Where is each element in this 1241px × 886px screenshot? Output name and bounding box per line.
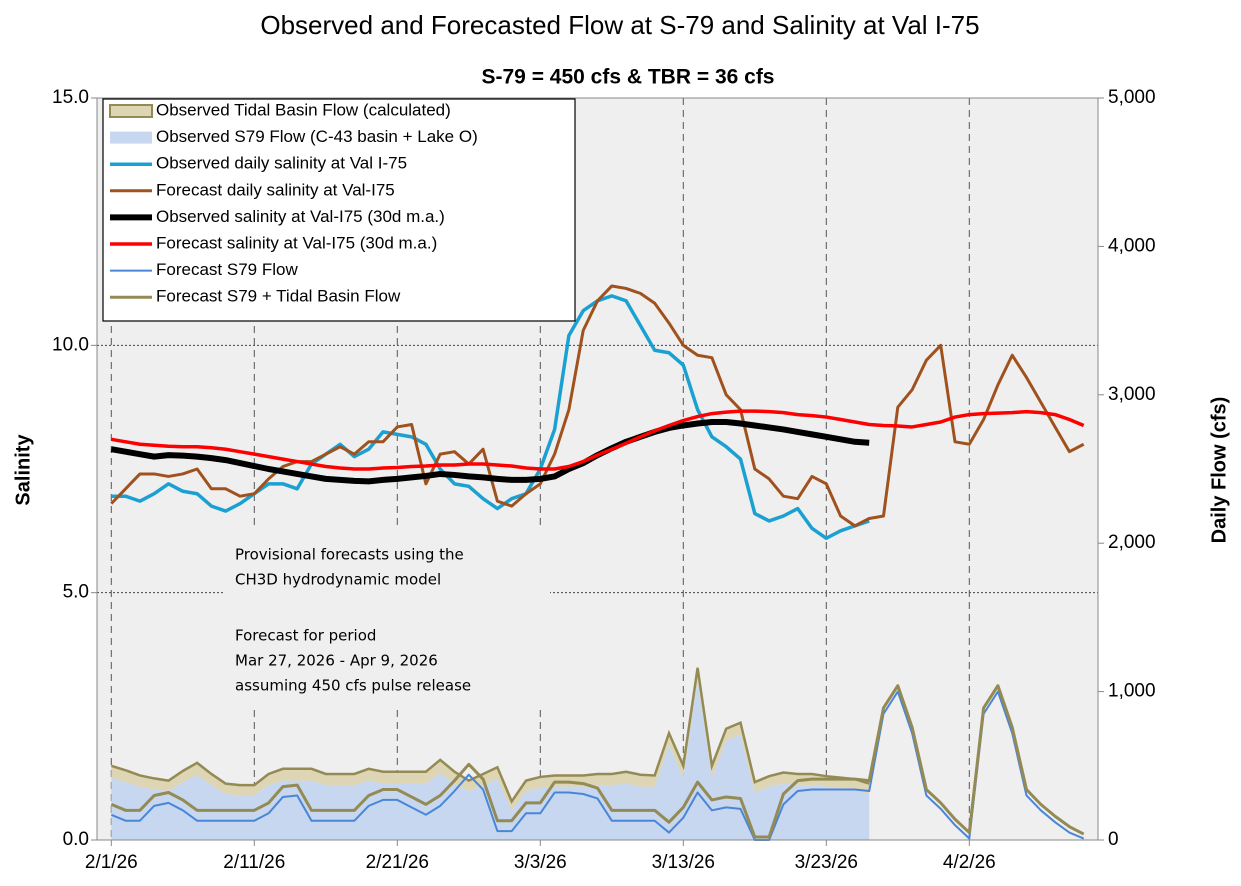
- y-axis-label: Salinity: [12, 434, 34, 506]
- y-tick-label: 15.0: [52, 87, 89, 108]
- chart-subtitle: S-79 = 450 cfs & TBR = 36 cfs: [482, 66, 775, 89]
- y2-tick-label: 0: [1108, 829, 1119, 850]
- y-tick-label: 10.0: [52, 334, 89, 355]
- y-tick-label: 5.0: [63, 582, 89, 603]
- annotation: CH3D hydrodynamic model: [235, 571, 441, 589]
- legend-swatch: [109, 104, 153, 118]
- area-edge: [110, 667, 870, 805]
- line: [111, 409, 1085, 471]
- legend-label: Observed S79 Flow (C-43 basin + Lake O): [156, 127, 478, 146]
- y2-tick-label: 4,000: [1108, 235, 1156, 256]
- legend-box: [102, 98, 576, 322]
- annotation-box: [225, 527, 550, 707]
- annotation: Provisional forecasts using the: [235, 546, 464, 564]
- legend-label: Observed daily salinity at Val I-75: [156, 154, 407, 173]
- area: [111, 667, 870, 811]
- legend-label: Forecast daily salinity at Val-I75: [156, 180, 395, 199]
- line: [110, 284, 1085, 528]
- chart-title: Observed and Forecasted Flow at S-79 and…: [260, 10, 979, 40]
- legend-swatch: [110, 131, 152, 144]
- y2-tick-label: 5,000: [1108, 87, 1156, 108]
- x-tick-label: 3/23/26: [795, 852, 858, 873]
- annotation: Forecast for period: [235, 627, 376, 645]
- line: [111, 294, 870, 541]
- y-tick-label: 0.0: [63, 829, 89, 850]
- x-tick-label: 3/13/26: [652, 852, 715, 873]
- y2-axis-label: Daily Flow (cfs): [1208, 397, 1230, 544]
- legend-label: Forecast salinity at Val-I75 (30d m.a.): [156, 233, 437, 252]
- legend-label: Forecast S79 Flow: [156, 260, 298, 279]
- legend-label: Observed salinity at Val-I75 (30d m.a.): [156, 207, 445, 226]
- line: [110, 419, 870, 485]
- x-tick-label: 2/1/26: [85, 852, 138, 873]
- x-tick-label: 2/11/26: [223, 852, 285, 873]
- x-tick-label: 4/2/26: [943, 852, 996, 873]
- legend-label: Observed Tidal Basin Flow (calculated): [156, 100, 451, 119]
- y2-tick-label: 3,000: [1108, 384, 1156, 405]
- y2-tick-label: 1,000: [1108, 681, 1156, 702]
- y2-tick-label: 2,000: [1108, 532, 1156, 553]
- plot-frame: [96, 97, 1099, 841]
- x-tick-label: 3/3/26: [514, 852, 567, 873]
- line: [110, 684, 1085, 839]
- legend-label: Forecast S79 + Tidal Basin Flow: [156, 287, 401, 306]
- annotation: assuming 450 cfs pulse release: [235, 677, 471, 695]
- annotation: Mar 27, 2026 - Apr 9, 2026: [235, 652, 438, 670]
- x-tick-label: 2/21/26: [366, 852, 429, 873]
